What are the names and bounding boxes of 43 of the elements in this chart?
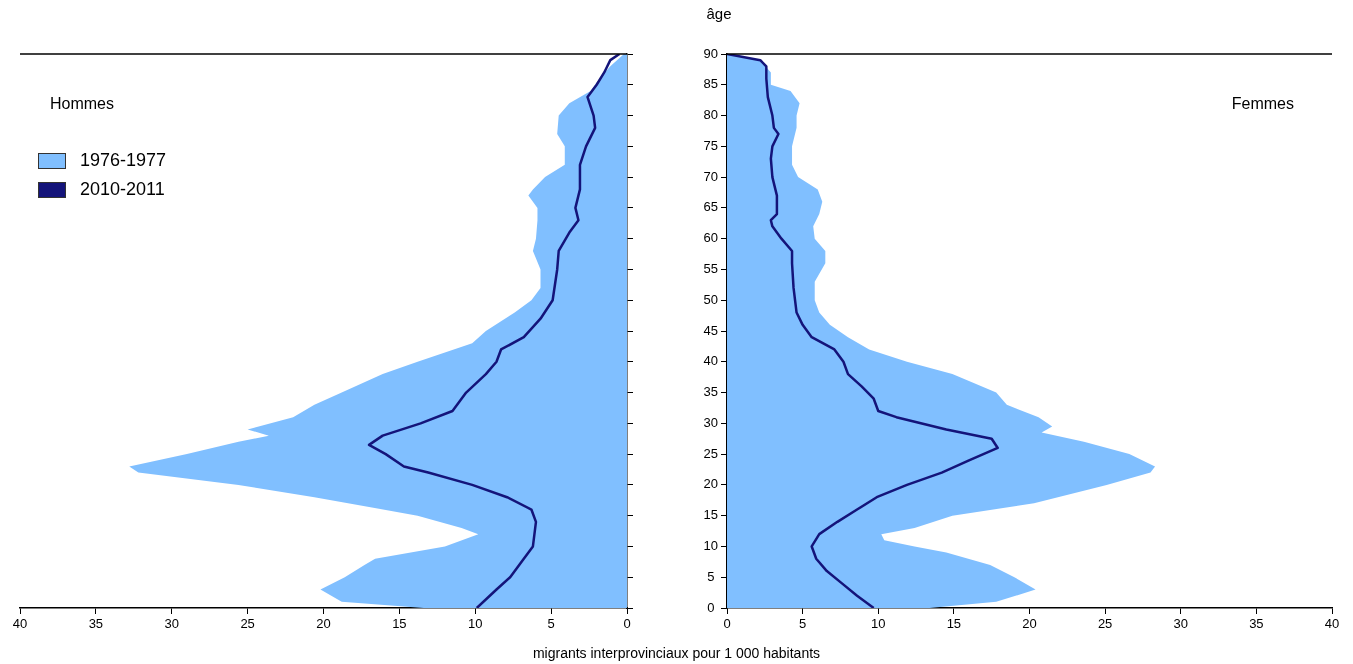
legend-label: 1976-1977: [80, 150, 167, 171]
legend-label: 2010-2011: [80, 179, 165, 200]
x-tick-label: 20: [1022, 616, 1037, 632]
x-tick-label: 20: [316, 616, 331, 632]
text: Femmes: [1231, 95, 1294, 113]
x-tick-label: 10: [468, 616, 483, 632]
x-tick-label: 30: [1173, 616, 1188, 632]
y-tick-label: 65: [703, 199, 718, 215]
y-tick-label: 5: [707, 568, 715, 584]
x-tick-label: 15: [392, 616, 407, 632]
y-tick-label: 85: [703, 76, 718, 92]
x-tick-label: 35: [88, 616, 104, 632]
text: Hommes: [50, 95, 115, 113]
y-tick-label: 0: [707, 599, 715, 615]
x-tick-label: 15: [946, 616, 962, 632]
y-tick-label: 45: [703, 322, 718, 338]
y-tick-label: 60: [703, 230, 718, 246]
y-tick-label: 55: [703, 261, 718, 277]
x-tick-label: 5: [799, 616, 807, 632]
y-tick-label: 15: [703, 507, 718, 523]
y-tick-label: 80: [703, 107, 718, 123]
y-tick-label: 90: [703, 45, 718, 61]
x-tick-label: 5: [547, 616, 555, 632]
x-tick-label: 40: [12, 616, 28, 632]
y-tick-label: 50: [703, 291, 718, 307]
x-tick-label: 10: [871, 616, 886, 632]
y-tick-label: 75: [703, 137, 718, 153]
y-tick-label: 30: [703, 414, 718, 430]
y-tick-label: 25: [703, 445, 718, 461]
x-tick-label: 25: [240, 616, 255, 632]
y-tick-label: 40: [703, 353, 718, 369]
x-tick-label: 0: [623, 616, 631, 632]
x-axis-title: migrants interprovinciaux pour 1 000 habitants: [531, 645, 822, 661]
x-tick-label: 25: [1097, 616, 1113, 632]
y-axis-title: âge: [705, 5, 733, 22]
x-tick-label: 35: [1249, 616, 1264, 632]
y-tick-label: 35: [703, 384, 718, 400]
y-tick-label: 10: [703, 538, 718, 554]
x-tick-label: 0: [723, 616, 731, 632]
x-tick-label: 30: [164, 616, 179, 632]
y-tick-label: 20: [703, 476, 718, 492]
x-tick-label: 40: [1324, 616, 1340, 632]
y-tick-label: 70: [703, 168, 718, 184]
